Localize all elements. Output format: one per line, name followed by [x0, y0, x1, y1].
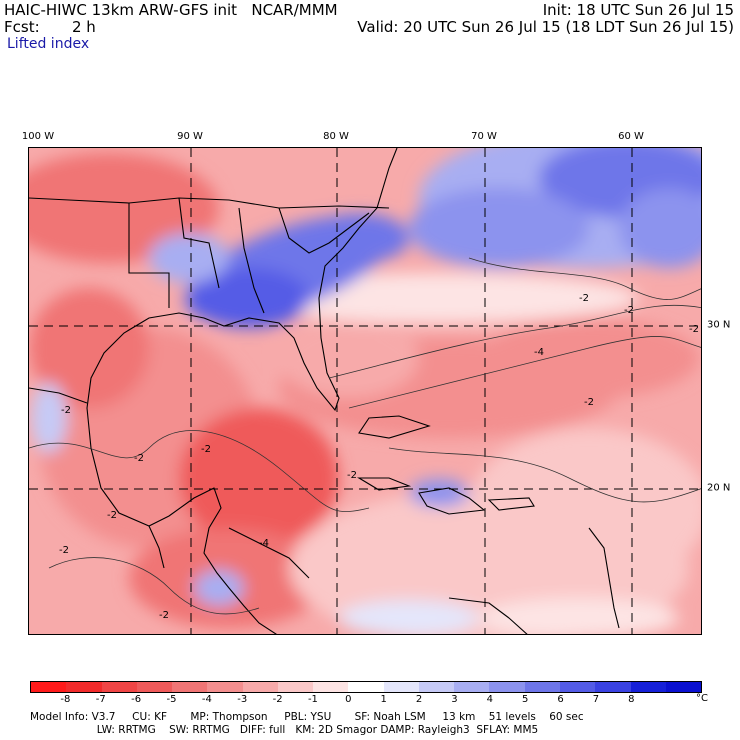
colorbar-swatch	[524, 682, 560, 692]
colorbar-swatch	[418, 682, 455, 692]
colorbar-swatch	[66, 682, 102, 692]
colorbar-tick-label: -6	[131, 694, 142, 705]
contour-label: -2	[201, 444, 211, 455]
colorbar-tick-label: -5	[166, 694, 177, 705]
colorbar-tick-label: 3	[451, 694, 458, 705]
contour-label: -2	[347, 470, 357, 481]
contour-labels: -2 -2 -2 -2 -2 -2 -2 -4 -4 -2 -2 -2 -2	[59, 293, 699, 621]
contour-label: -4	[534, 347, 544, 358]
forecast-hour-value: 2 h	[72, 18, 96, 36]
graticule	[29, 148, 701, 634]
colorbar-unit: °C	[696, 693, 708, 704]
contour-label: -2	[579, 293, 589, 304]
field-name: Lifted index	[7, 36, 90, 52]
colorbar-swatch	[101, 682, 137, 692]
colorbar-swatch	[630, 682, 666, 692]
contour-label: -2	[689, 324, 699, 335]
lifted-index-map[interactable]: -2 -2 -2 -2 -2 -2 -2 -4 -4 -2 -2 -2 -2	[28, 147, 702, 635]
colorbar-tick-label: -8	[60, 694, 71, 705]
forecast-hour-label: Fcst:	[4, 18, 40, 36]
colorbar	[30, 681, 702, 693]
coastlines	[29, 148, 620, 634]
contour-label: -2	[107, 510, 117, 521]
contour-label: -2	[624, 305, 634, 316]
lat-label-20n: 20 N	[707, 482, 731, 494]
contour-label: -2	[59, 545, 69, 556]
lat-label-30n: 30 N	[707, 319, 731, 331]
contour-label: -2	[61, 405, 71, 416]
field-shading	[29, 148, 701, 634]
colorbar-swatch	[595, 682, 631, 692]
colorbar-tick-label: 4	[486, 694, 493, 705]
colorbar-swatch	[136, 682, 173, 692]
colorbar-tick-label: 8	[628, 694, 635, 705]
colorbar-swatch	[489, 682, 525, 692]
colorbar-swatch	[665, 682, 702, 692]
colorbar-swatch	[383, 682, 419, 692]
colorbar-swatch	[559, 682, 596, 692]
colorbar-swatch	[31, 682, 67, 692]
colorbar-swatch	[313, 682, 349, 692]
colorbar-swatch	[207, 682, 243, 692]
contours	[29, 257, 701, 615]
map-canvas: -2 -2 -2 -2 -2 -2 -2 -4 -4 -2 -2 -2 -2	[29, 148, 701, 634]
colorbar-swatch	[277, 682, 314, 692]
valid-time: Valid: 20 UTC Sun 26 Jul 15 (18 LDT Sun …	[357, 18, 734, 36]
contour-label: -2	[584, 397, 594, 408]
colorbar-tick-label: 7	[592, 694, 600, 705]
colorbar-swatch	[172, 682, 208, 692]
colorbar-tick-label: -3	[237, 694, 248, 705]
colorbar-tick-label: -4	[201, 694, 212, 705]
contour-label: -2	[134, 453, 144, 464]
colorbar-swatch	[348, 682, 384, 692]
colorbar-tick-label: 6	[557, 694, 564, 705]
colorbar-tick-label: 0	[345, 694, 352, 705]
lon-label-100w: 100 W	[21, 131, 55, 142]
lon-label-80w: 80 W	[323, 131, 349, 142]
colorbar-swatch	[454, 682, 490, 692]
colorbar-tick-label: -1	[307, 694, 318, 705]
lon-label-60w: 60 W	[618, 131, 644, 142]
init-time: Init: 18 UTC Sun 26 Jul 15	[542, 1, 734, 19]
colorbar-tick-label: 1	[380, 694, 387, 705]
contour-label: -2	[159, 610, 169, 621]
model-info-line-2: LW: RRTMG SW: RRTMG DIFF: full KM: 2D Sm…	[30, 724, 539, 736]
lon-label-70w: 70 W	[471, 131, 497, 142]
colorbar-tick-label: 2	[415, 694, 423, 705]
model-title: HAIC-HIWC 13km ARW-GFS init NCAR/MMM	[4, 1, 338, 19]
colorbar-tick-label: -7	[95, 694, 106, 705]
colorbar-tick-label: 5	[521, 694, 529, 705]
model-info-line-1: Model Info: V3.7 CU: KF MP: Thompson PBL…	[30, 711, 584, 723]
lon-label-90w: 90 W	[177, 131, 203, 142]
colorbar-tick-label: -2	[272, 694, 283, 705]
colorbar-swatch	[242, 682, 278, 692]
contour-label: -4	[259, 538, 269, 549]
